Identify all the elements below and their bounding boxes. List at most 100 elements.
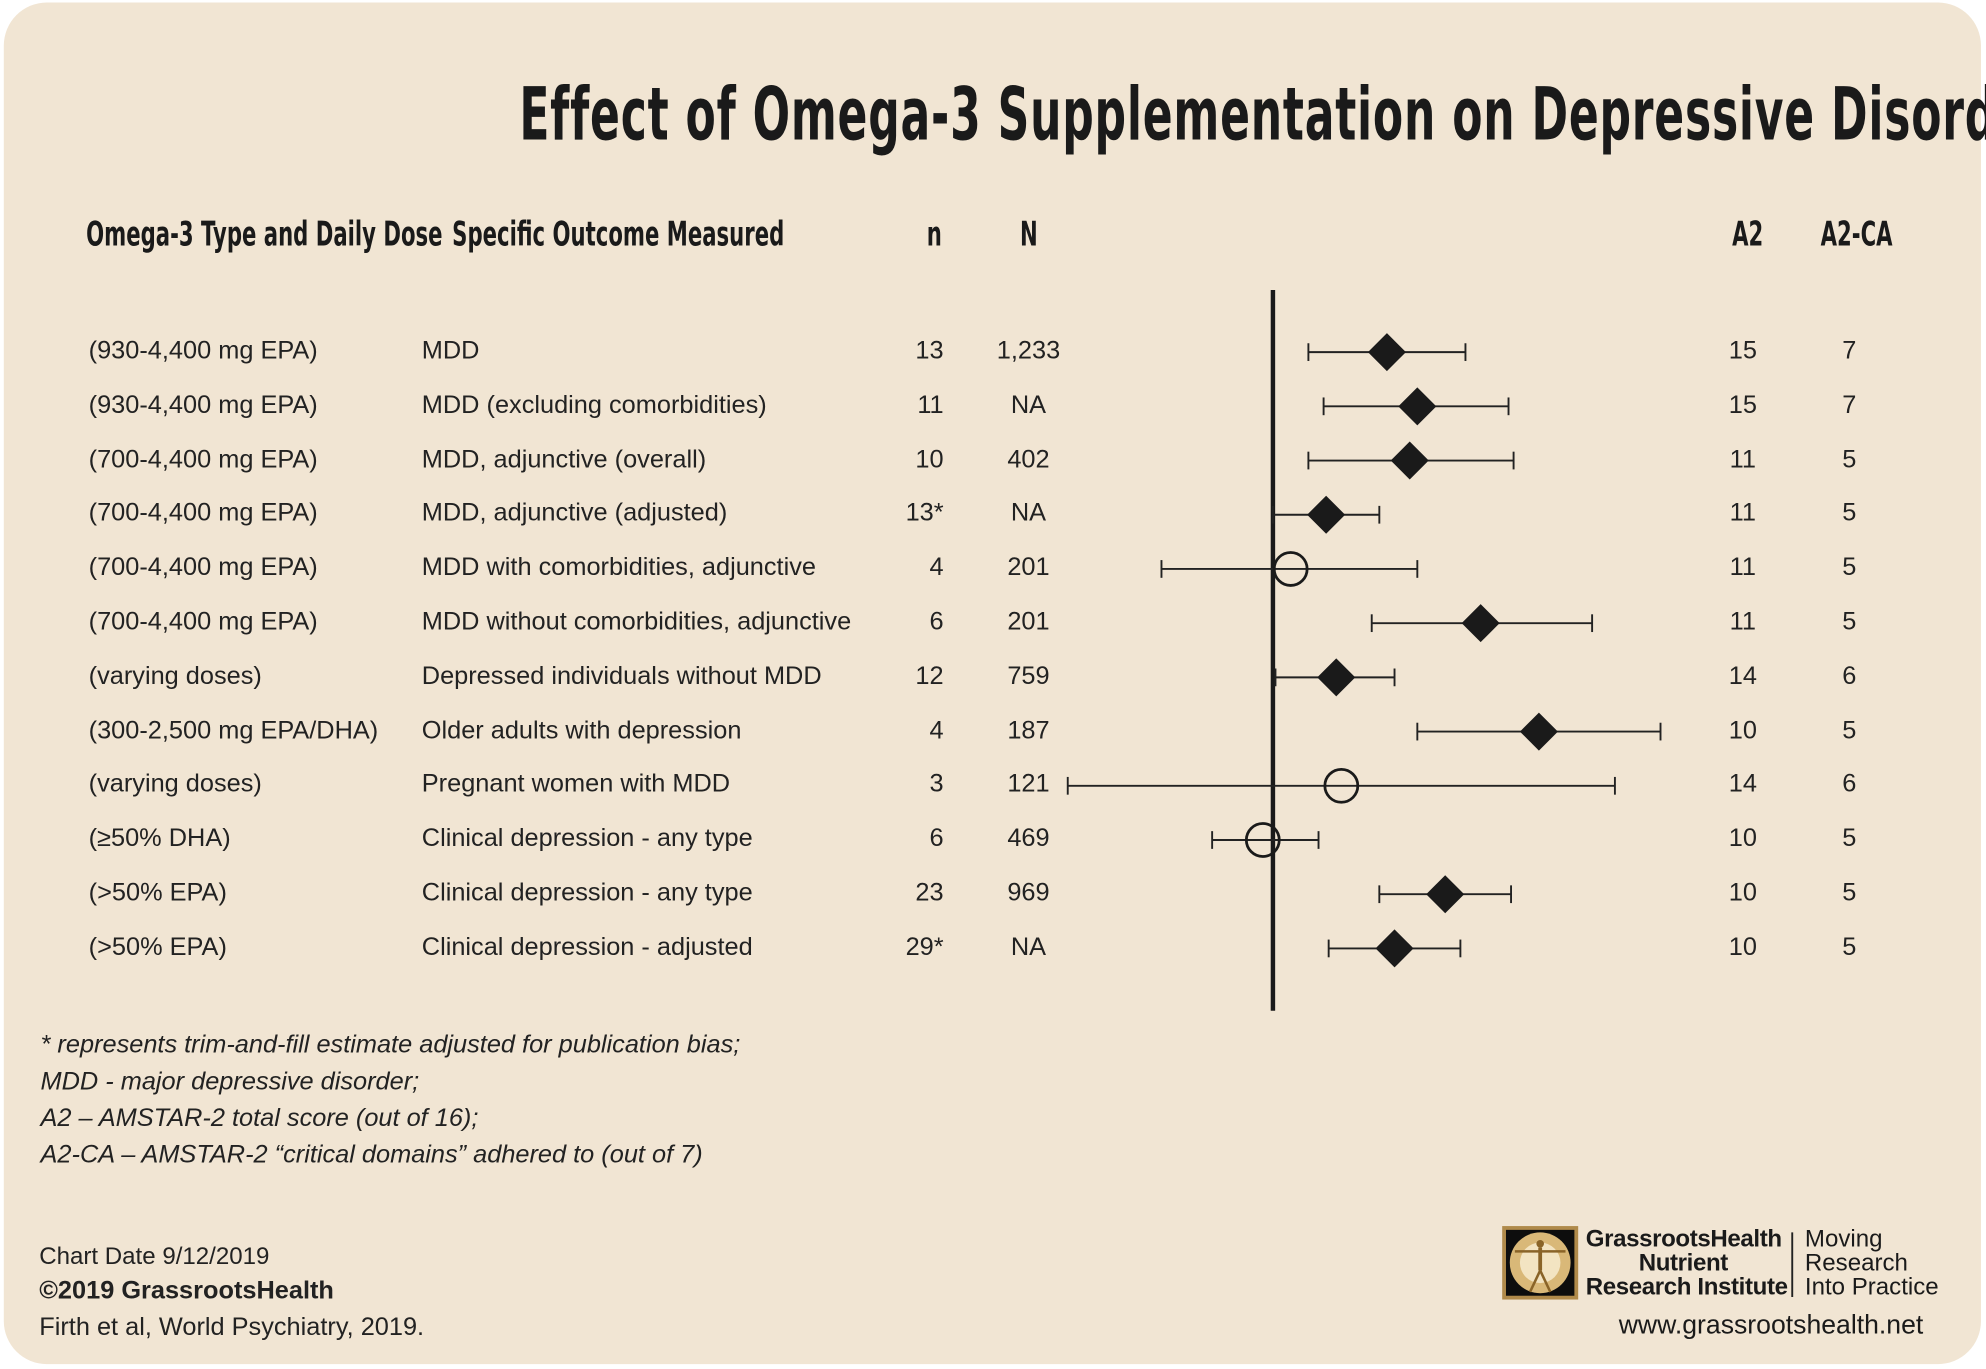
- point-estimate-diamond: [1317, 658, 1356, 697]
- cell-dose: (700-4,400 mg EPA): [88, 553, 318, 582]
- cell-n: 13*: [905, 499, 944, 528]
- tagline-line: Into Practice: [1804, 1274, 1939, 1301]
- cell-outcome: MDD, adjunctive (overall): [421, 445, 707, 474]
- cell-n: 23: [915, 879, 944, 907]
- cell-N: 201: [1007, 553, 1050, 582]
- header-a2: A2: [1732, 215, 1764, 255]
- cell-dose: (≥50% DHA): [88, 824, 231, 853]
- cell-a2ca: 5: [1842, 499, 1857, 528]
- cell-a2: 11: [1729, 553, 1756, 582]
- cell-N: 201: [1007, 607, 1050, 636]
- cell-N: 469: [1007, 824, 1050, 853]
- cell-n: 4: [929, 716, 944, 745]
- cell-N: 759: [1007, 662, 1050, 691]
- footnote: * represents trim-and-fill estimate adju…: [40, 1031, 741, 1059]
- website-link[interactable]: www.grassrootshealth.net: [1618, 1310, 1924, 1341]
- cell-N: 969: [1007, 879, 1050, 907]
- forest-row: [1378, 875, 1513, 914]
- cell-outcome: MDD: [421, 336, 480, 365]
- cell-outcome: Clinical depression - any type: [421, 824, 753, 853]
- header-outcome: Specific Outcome Measured: [452, 215, 785, 255]
- header-N: N: [1019, 215, 1038, 255]
- point-estimate-circle: [1244, 822, 1281, 858]
- cell-a2: 11: [1729, 445, 1756, 474]
- cell-n: 13: [915, 336, 944, 365]
- point-estimate-circle: [1272, 551, 1309, 587]
- cell-a2: 14: [1728, 662, 1757, 691]
- cell-a2: 10: [1728, 716, 1757, 745]
- cell-outcome: MDD, adjunctive (adjusted): [421, 499, 728, 528]
- cell-dose: (>50% EPA): [88, 933, 227, 962]
- cell-n: 10: [915, 445, 944, 474]
- header-n: n: [927, 215, 943, 255]
- cell-outcome: MDD without comorbidities, adjunctive: [421, 607, 852, 636]
- point-estimate-diamond: [1307, 495, 1346, 534]
- cell-dose: (300-2,500 mg EPA/DHA): [88, 716, 379, 745]
- header-dose: Omega-3 Type and Daily Dose: [86, 215, 443, 255]
- cell-dose: (930-4,400 mg EPA): [88, 391, 318, 419]
- cell-a2ca: 5: [1842, 879, 1857, 907]
- forest-row: [1211, 822, 1320, 858]
- forest-row: [1271, 495, 1381, 534]
- point-estimate-diamond: [1461, 604, 1500, 643]
- logo-tagline: Moving Research Into Practice: [1805, 1227, 1939, 1299]
- cell-outcome: Clinical depression - any type: [421, 879, 753, 907]
- logo-line: GrassrootsHealth: [1585, 1226, 1782, 1253]
- cell-n: 11: [917, 391, 944, 419]
- cell-N: NA: [1010, 933, 1047, 962]
- cell-a2ca: 6: [1842, 662, 1857, 691]
- cell-outcome: Older adults with depression: [421, 716, 742, 745]
- forest-row: [1160, 551, 1419, 587]
- forest-row: [1416, 712, 1662, 751]
- cell-dose: (varying doses): [88, 770, 262, 799]
- forest-row: [1327, 929, 1462, 968]
- cell-a2: 11: [1729, 607, 1756, 636]
- cell-a2: 14: [1728, 770, 1757, 799]
- logo-org-name: GrassrootsHealth Nutrient Research Insti…: [1585, 1226, 1788, 1299]
- cell-N: NA: [1010, 391, 1047, 419]
- chart-title-text: Effect of Omega-3 Supplementation on Dep…: [519, 70, 1986, 158]
- cell-a2ca: 7: [1842, 336, 1857, 365]
- footnote: A2 – AMSTAR-2 total score (out of 16);: [40, 1104, 479, 1133]
- forest-row: [1307, 441, 1515, 480]
- cell-N: 187: [1007, 716, 1050, 745]
- cell-dose: (varying doses): [88, 662, 262, 691]
- cell-a2ca: 5: [1842, 553, 1857, 582]
- cell-a2: 15: [1728, 391, 1757, 419]
- cell-n: 12: [915, 662, 944, 691]
- cell-a2: 10: [1728, 824, 1757, 853]
- cell-a2: 10: [1728, 879, 1757, 907]
- cell-N: 121: [1007, 770, 1050, 799]
- cell-a2ca: 5: [1842, 716, 1857, 745]
- cell-outcome: Pregnant women with MDD: [421, 770, 731, 799]
- cell-n: 6: [929, 607, 944, 636]
- cell-a2: 10: [1728, 933, 1757, 962]
- cell-a2ca: 7: [1842, 391, 1857, 419]
- cell-a2ca: 5: [1842, 824, 1857, 853]
- cell-a2ca: 5: [1842, 445, 1857, 474]
- cell-dose: (930-4,400 mg EPA): [88, 336, 318, 365]
- forest-row: [1370, 604, 1594, 643]
- cell-a2ca: 5: [1842, 607, 1857, 636]
- cell-N: 402: [1007, 445, 1050, 474]
- forest-row: [1066, 767, 1616, 804]
- point-estimate-diamond: [1390, 441, 1429, 480]
- cell-n: 29*: [905, 933, 944, 962]
- point-estimate-diamond: [1519, 712, 1558, 751]
- point-estimate-circle: [1323, 767, 1360, 804]
- cell-outcome: MDD with comorbidities, adjunctive: [421, 553, 816, 582]
- logo-line: Nutrient: [1638, 1250, 1729, 1277]
- point-estimate-diamond: [1426, 875, 1465, 914]
- forest-row: [1307, 333, 1467, 372]
- forest-row: [1274, 658, 1396, 697]
- cell-outcome: Clinical depression - adjusted: [421, 933, 753, 962]
- cell-outcome: MDD (excluding comorbidities): [421, 391, 767, 419]
- cell-N: 1,233: [996, 336, 1061, 365]
- citation: Firth et al, World Psychiatry, 2019.: [39, 1313, 425, 1342]
- cell-n: 3: [929, 770, 944, 799]
- forest-row: [1322, 387, 1510, 426]
- chart-date: Chart Date 9/12/2019: [39, 1243, 270, 1271]
- point-estimate-diamond: [1367, 333, 1406, 372]
